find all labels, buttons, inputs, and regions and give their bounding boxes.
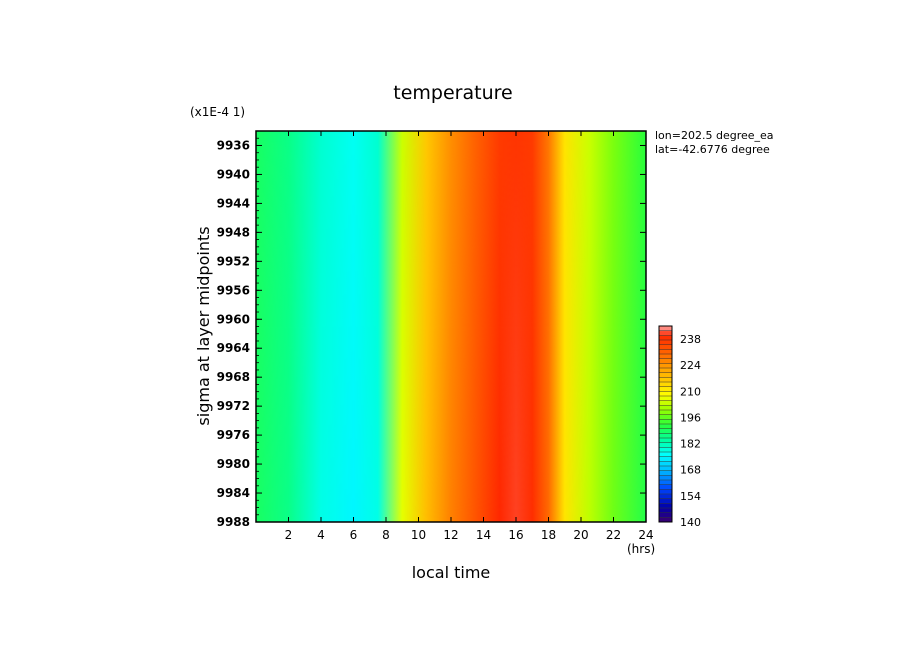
colorbar-band xyxy=(659,372,672,378)
colorbar-band xyxy=(659,428,672,434)
colorbar-band xyxy=(659,391,672,397)
y-tick-label: 9968 xyxy=(217,370,250,384)
colorbar-band xyxy=(659,335,672,341)
colorbar-band xyxy=(659,489,672,495)
x-unit-label: (hrs) xyxy=(627,542,655,556)
x-tick-label: 10 xyxy=(411,528,426,542)
colorbar-band xyxy=(659,326,672,332)
colorbar-band xyxy=(659,419,672,425)
colorbar-label: 154 xyxy=(680,490,701,503)
y-tick-label: 9984 xyxy=(217,486,250,500)
colorbar: 140 154 168 182 196 210 224 238 xyxy=(658,325,701,529)
y-tick-label: 9988 xyxy=(217,515,250,529)
y-tick-label: 9936 xyxy=(217,138,250,152)
colorbar-band xyxy=(659,368,672,374)
colorbar-band xyxy=(659,424,672,430)
x-tick-label: 14 xyxy=(476,528,491,542)
colorbar-band xyxy=(659,466,672,472)
y-axis-ticks: 9936 9940 9944 9948 9952 9956 9960 9964 9968 9972… xyxy=(217,130,646,529)
y-tick-label: 9956 xyxy=(217,283,250,297)
colorbar-band xyxy=(659,456,672,462)
annotation-lon: lon=202.5 degree_ea xyxy=(655,129,774,142)
colorbar-band xyxy=(659,405,672,411)
scale-note: (x1E-4 1) xyxy=(190,105,245,119)
x-tick-label: 6 xyxy=(350,528,358,542)
colorbar-label: 238 xyxy=(680,333,701,346)
colorbar-band xyxy=(659,377,672,383)
y-tick-label: 9964 xyxy=(217,341,250,355)
x-tick-label: 18 xyxy=(541,528,556,542)
colorbar-band xyxy=(659,503,672,509)
colorbar-band xyxy=(659,354,672,360)
colorbar-band xyxy=(659,452,672,458)
colorbar-band xyxy=(659,386,672,392)
x-tick-label: 12 xyxy=(443,528,458,542)
colorbar-label: 224 xyxy=(680,359,701,372)
colorbar-label: 210 xyxy=(680,385,701,398)
x-tick-label: 24 xyxy=(638,528,653,542)
colorbar-label: 196 xyxy=(680,411,701,424)
plot-area xyxy=(255,130,647,523)
y-tick-label: 9944 xyxy=(217,196,250,210)
colorbar-band xyxy=(659,363,672,369)
colorbar-band xyxy=(659,382,672,388)
colorbar-band xyxy=(659,438,672,444)
colorbar-band xyxy=(659,442,672,448)
x-tick-label: 8 xyxy=(382,528,390,542)
colorbar-band xyxy=(659,508,672,514)
x-tick-label: 20 xyxy=(573,528,588,542)
colorbar-band xyxy=(659,494,672,500)
colorbar-band xyxy=(659,344,672,350)
colorbar-band xyxy=(659,396,672,402)
y-tick-label: 9948 xyxy=(217,225,250,239)
colorbar-label: 140 xyxy=(680,516,701,529)
y-tick-label: 9976 xyxy=(217,428,250,442)
colorbar-label: 182 xyxy=(680,438,701,451)
colorbar-band xyxy=(659,484,672,490)
x-axis-label: local time xyxy=(412,563,491,582)
colorbar-band xyxy=(659,410,672,416)
colorbar-band xyxy=(659,512,672,518)
colorbar-band xyxy=(659,475,672,481)
x-tick-label: 16 xyxy=(508,528,523,542)
colorbar-band xyxy=(659,447,672,453)
colorbar-band xyxy=(659,470,672,476)
annotation-lat: lat=-42.6776 degree xyxy=(655,143,770,156)
chart-title: temperature xyxy=(393,82,512,104)
field-bottom-layer xyxy=(256,131,646,522)
y-tick-label: 9960 xyxy=(217,312,250,326)
colorbar-band xyxy=(659,330,672,336)
colorbar-frame xyxy=(658,325,673,523)
colorbar-band xyxy=(659,400,672,406)
y-tick-label: 9940 xyxy=(217,167,250,181)
colorbar-band xyxy=(659,414,672,420)
x-tick-label: 22 xyxy=(606,528,621,542)
colorbar-band xyxy=(659,461,672,467)
y-tick-label: 9980 xyxy=(217,457,250,471)
x-tick-label: 2 xyxy=(285,528,293,542)
colorbar-band xyxy=(659,349,672,355)
colorbar-band xyxy=(659,358,672,364)
y-tick-label: 9972 xyxy=(217,399,250,413)
colorbar-band xyxy=(659,480,672,486)
x-axis-ticks: 2 4 6 8 10 12 14 16 18 20 22 24 xyxy=(285,131,654,542)
colorbar-band xyxy=(659,517,672,523)
colorbar-label: 168 xyxy=(680,464,701,477)
colorbar-band xyxy=(659,340,672,346)
x-tick-label: 4 xyxy=(317,528,325,542)
colorbar-band xyxy=(659,498,672,504)
y-axis-label: sigma at layer midpoints xyxy=(194,226,213,425)
colorbar-band xyxy=(659,433,672,439)
y-tick-label: 9952 xyxy=(217,254,250,268)
